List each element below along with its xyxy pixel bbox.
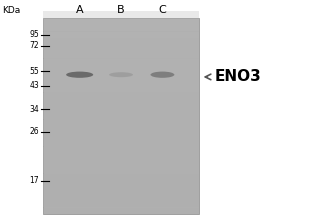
Bar <box>43 153 199 160</box>
Bar <box>43 72 199 79</box>
Text: B: B <box>117 5 125 15</box>
Bar <box>43 140 199 147</box>
Bar <box>43 120 199 126</box>
Bar <box>43 38 199 45</box>
Ellipse shape <box>150 72 174 78</box>
Bar <box>43 18 199 25</box>
Bar <box>43 18 199 214</box>
Bar <box>43 99 199 106</box>
Text: 72: 72 <box>30 41 39 50</box>
Bar <box>43 59 199 65</box>
Text: 17: 17 <box>30 176 39 185</box>
Bar <box>43 32 199 38</box>
Text: ENO3: ENO3 <box>215 69 262 85</box>
Text: 95: 95 <box>29 30 39 39</box>
Bar <box>43 25 199 31</box>
Bar <box>43 86 199 92</box>
Text: KDa: KDa <box>2 6 20 14</box>
Bar <box>43 45 199 52</box>
Bar <box>43 147 199 153</box>
Text: 43: 43 <box>29 81 39 90</box>
Bar <box>43 208 199 214</box>
Text: 55: 55 <box>29 67 39 76</box>
Bar <box>43 52 199 58</box>
Bar <box>43 201 199 207</box>
Bar <box>43 79 199 85</box>
Text: 26: 26 <box>30 127 39 136</box>
Bar <box>43 106 199 113</box>
Text: A: A <box>76 5 84 15</box>
Text: 34: 34 <box>29 105 39 114</box>
Text: C: C <box>158 5 166 15</box>
Bar <box>43 11 199 18</box>
Bar <box>43 174 199 180</box>
Bar <box>43 160 199 167</box>
Bar <box>43 187 199 194</box>
Bar <box>43 167 199 173</box>
Bar <box>43 126 199 133</box>
Bar <box>43 194 199 200</box>
Bar <box>43 93 199 99</box>
Ellipse shape <box>109 72 133 77</box>
Bar <box>43 113 199 119</box>
Bar <box>43 180 199 187</box>
Ellipse shape <box>66 72 93 78</box>
Bar <box>43 133 199 140</box>
Bar <box>43 65 199 72</box>
